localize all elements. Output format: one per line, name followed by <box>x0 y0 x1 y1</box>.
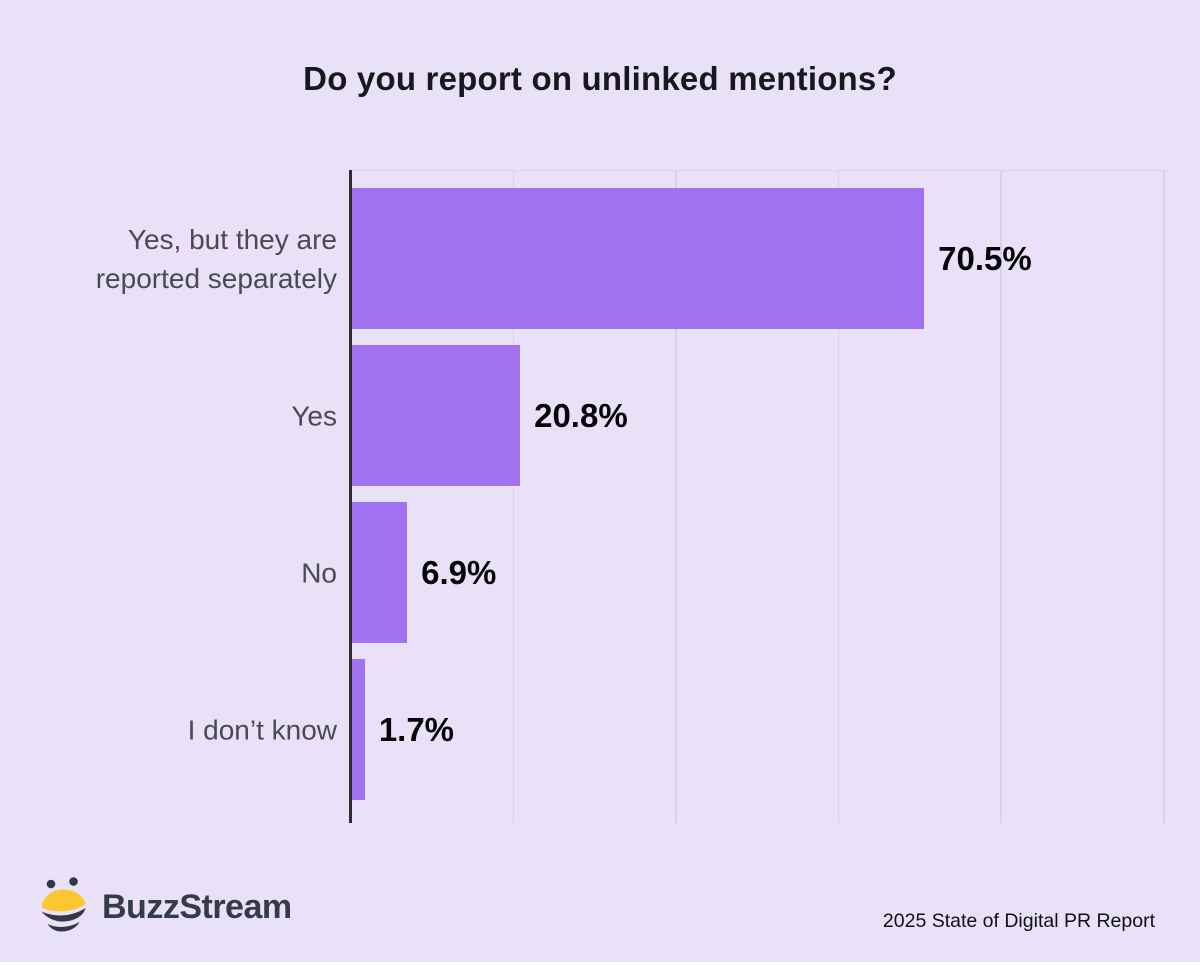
gridline-40 <box>675 170 677 823</box>
bar-3 <box>351 502 408 643</box>
gridline-100 <box>1163 170 1165 823</box>
category-label-3: No <box>301 556 337 588</box>
y-axis-line <box>349 170 352 823</box>
category-label-1: Yes, but they are reported separately <box>95 223 337 294</box>
plot-area: 70.5% 20.8% 6.9% 1.7% <box>349 170 1165 823</box>
value-label-2: 20.8% <box>534 396 628 434</box>
bar-1 <box>351 188 925 329</box>
bottom-white-strip <box>0 962 1200 965</box>
buzzstream-logo: BuzzStream <box>38 877 292 937</box>
gridline-80 <box>1000 170 1002 823</box>
category-axis-labels: Yes, but they are reported separately Yes… <box>20 170 337 823</box>
bar-4 <box>351 659 365 800</box>
plot-top-border <box>351 170 1164 171</box>
category-label-4: I don’t know <box>187 713 337 745</box>
bar-2 <box>351 345 521 486</box>
value-label-3: 6.9% <box>421 553 497 591</box>
gridline-20 <box>512 170 515 823</box>
logo-wordmark: BuzzStream <box>102 887 292 926</box>
report-attribution: 2025 State of Digital PR Report <box>882 910 1155 932</box>
bee-icon <box>41 877 86 932</box>
category-label-2: Yes <box>291 399 337 431</box>
page-title: Do you report on unlinked mentions? <box>303 60 897 97</box>
value-label-1: 70.5% <box>938 239 1032 277</box>
gridline-60 <box>837 170 840 823</box>
value-label-4: 1.7% <box>378 710 455 748</box>
